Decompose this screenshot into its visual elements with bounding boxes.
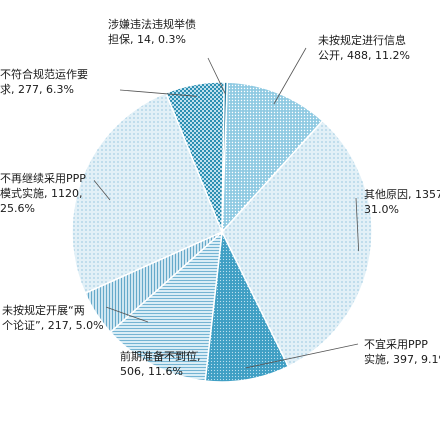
slice-label-line: 担保, 14, 0.3% xyxy=(108,32,186,46)
leader-line xyxy=(207,57,226,95)
slice-label: 不符合规范运作要求, 277, 6.3% xyxy=(0,67,88,96)
slice-label: 不再继续采用PPP 模式实施, 1120, 25.6% xyxy=(0,171,86,215)
slice-label: 涉嫌违法违规举债担保, 14, 0.3% xyxy=(108,17,196,46)
slice-label-line: 涉嫌违法违规举债 xyxy=(108,17,196,31)
pie-slice xyxy=(109,230,223,382)
pie-slice xyxy=(221,81,229,233)
leader-line xyxy=(273,47,307,105)
leader-line xyxy=(355,197,360,252)
slice-label-line: 求, 277, 6.3% xyxy=(0,83,74,96)
slice-label-line: 实施, 397, 9.1% xyxy=(364,352,440,366)
slice-label-line: 个论证”, 217, 5.0% xyxy=(2,318,104,332)
slice-label: 未按规定进行信息公开, 488, 11.2% xyxy=(318,33,410,62)
slice-label-line: 25.6% xyxy=(0,202,35,215)
slice-label-line: 公开, 488, 11.2% xyxy=(318,49,410,62)
leader-line xyxy=(245,343,359,369)
pie-slice xyxy=(71,91,223,295)
leader-line xyxy=(106,306,149,323)
pie-slice xyxy=(204,229,290,383)
slice-label-line: 其他原因, 1357, xyxy=(364,188,440,201)
slice-label-line: 506, 11.6% xyxy=(120,365,183,378)
slice-label: 前期准备不到位, 506, 11.6% xyxy=(120,349,201,378)
slice-label-line: 未按规定进行信息 xyxy=(318,33,406,47)
slice-label: 未按规定开展“两个论证”, 217, 5.0% xyxy=(2,303,104,332)
slice-label-line: 不符合规范运作要 xyxy=(0,67,88,81)
slice-label-line: 未按规定开展“两 xyxy=(2,303,85,317)
pie-slice xyxy=(221,81,324,235)
slice-label: 其他原因, 1357, 31.0% xyxy=(364,188,440,216)
leader-line xyxy=(119,89,197,97)
pie-slice xyxy=(221,119,373,368)
slice-label-line: 31.0% xyxy=(364,203,399,216)
leader-line xyxy=(158,351,199,356)
leader-line xyxy=(93,180,111,201)
slice-label-line: 不宜采用PPP xyxy=(364,337,428,351)
slice-label-line: 模式实施, 1120, xyxy=(0,186,82,200)
slice-label-line: 前期准备不到位, xyxy=(120,349,201,363)
slice-label-line: 不再继续采用PPP xyxy=(0,171,86,185)
